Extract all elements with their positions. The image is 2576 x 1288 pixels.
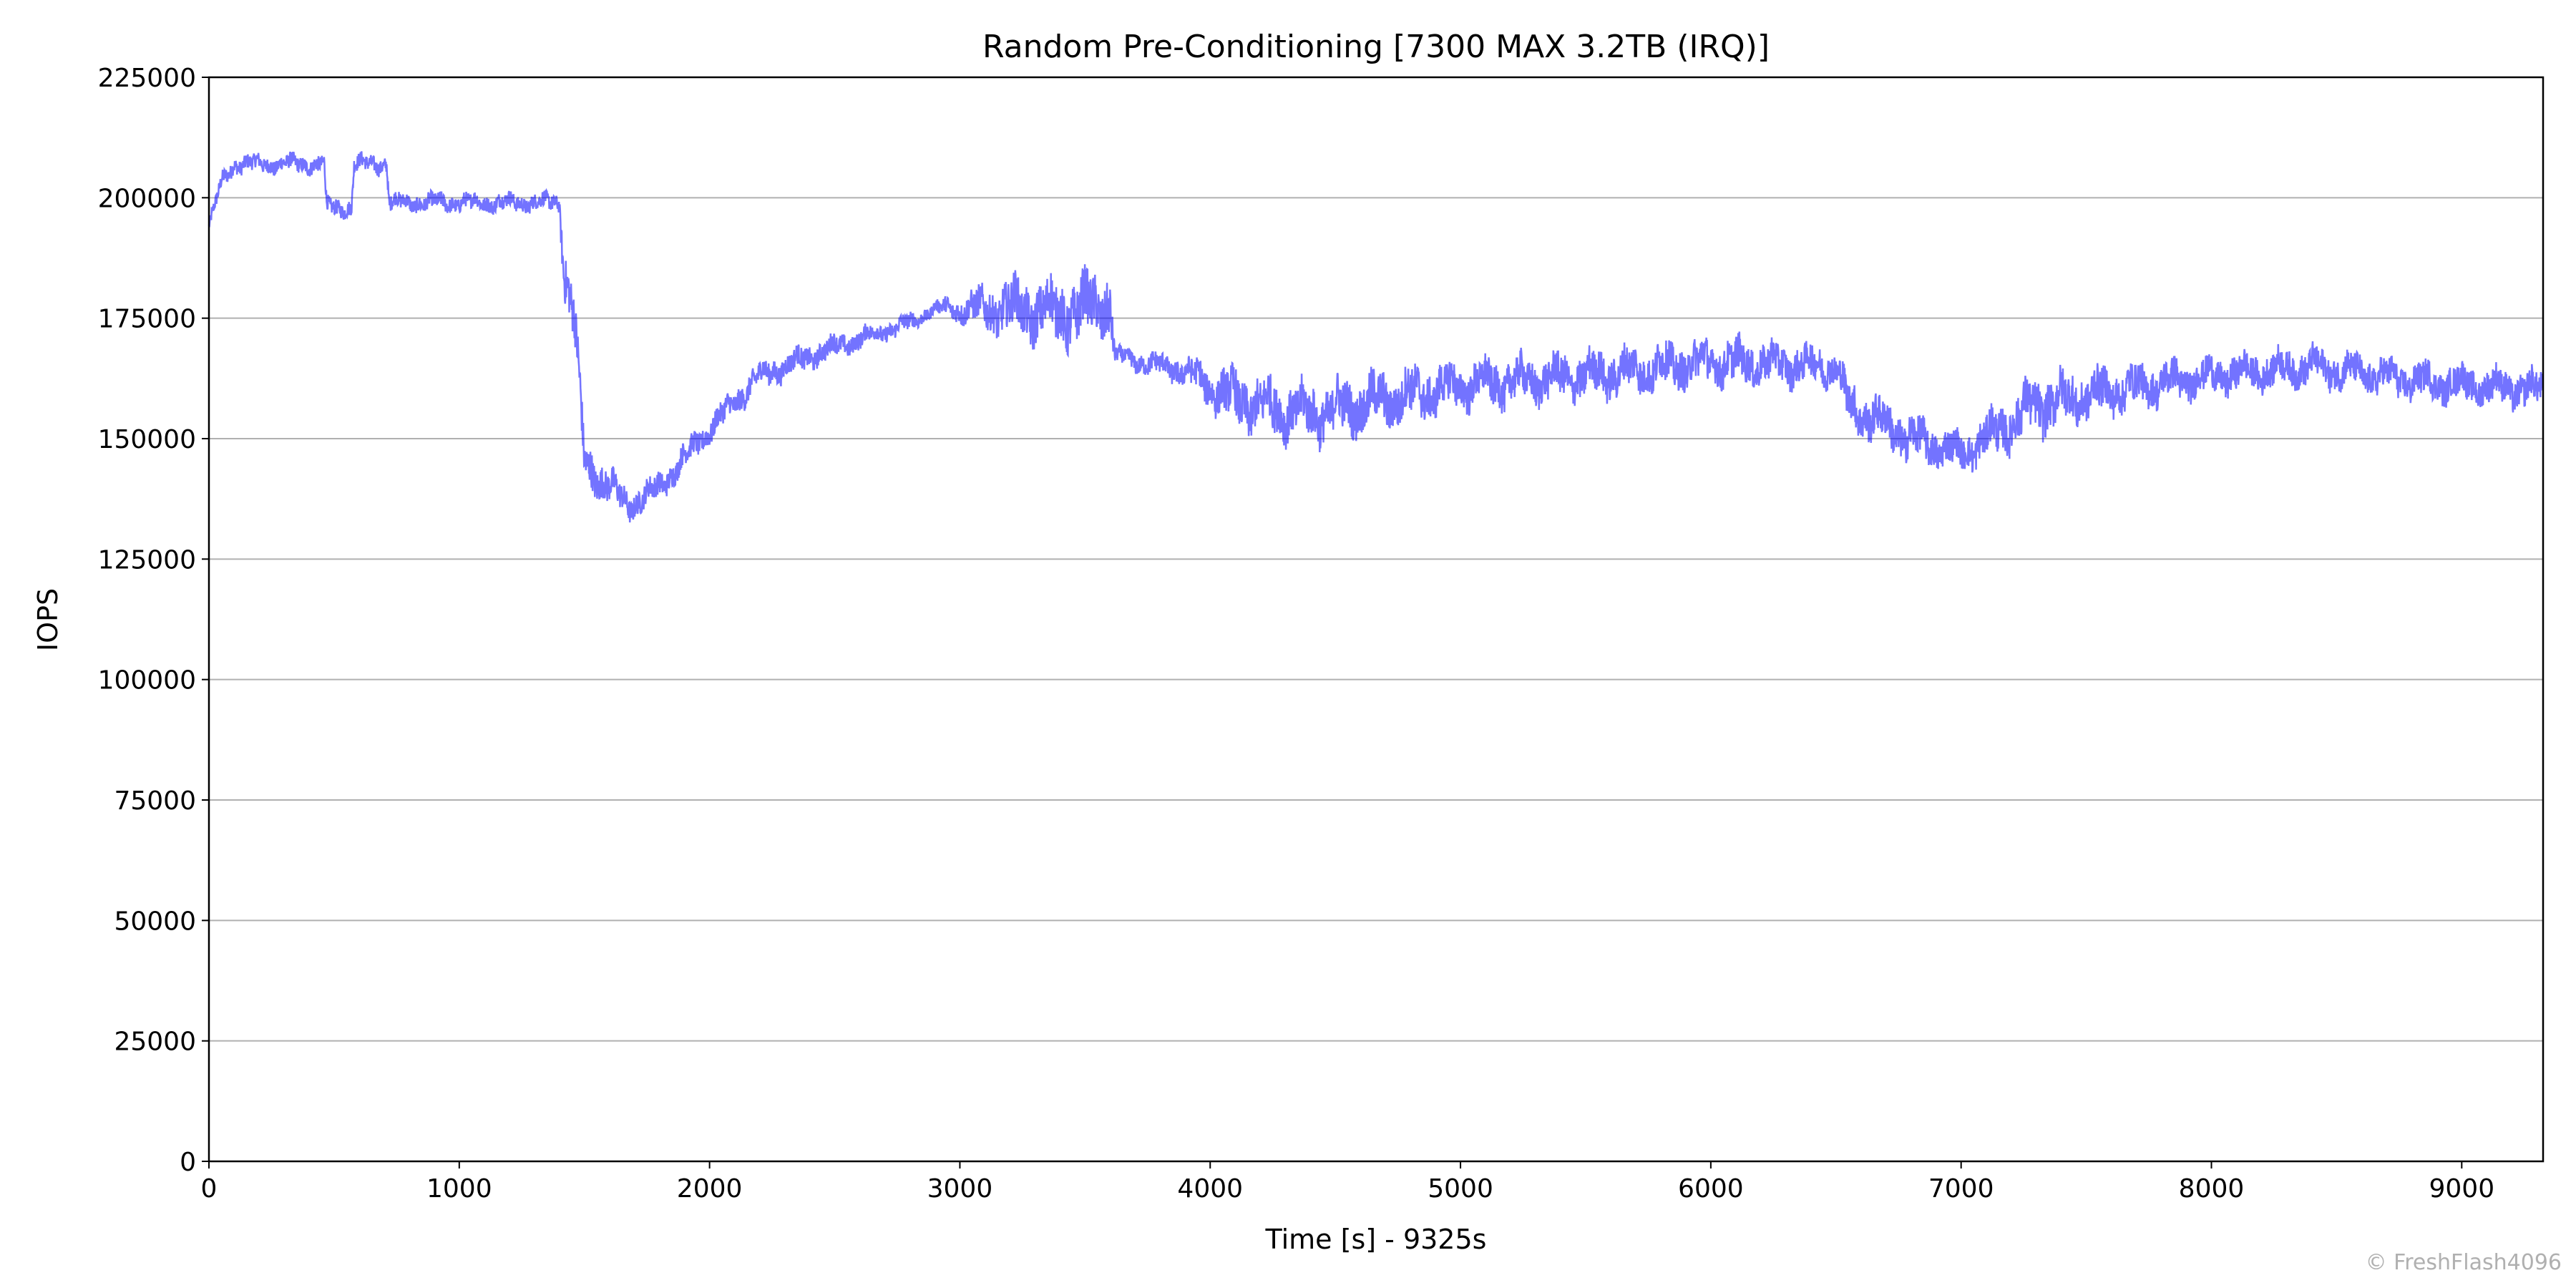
x-tick-label: 8000 [2179,1174,2245,1204]
x-axis-label: Time [s] - 9325s [1265,1224,1487,1255]
y-tick-label: 125000 [98,545,196,575]
y-tick-label: 150000 [98,425,196,454]
x-tick-label: 4000 [1177,1174,1243,1204]
y-tick-label: 25000 [114,1028,196,1057]
y-axis-label: IOPS [32,588,64,651]
x-tick-label: 5000 [1428,1174,1493,1204]
y-tick-label: 175000 [98,305,196,334]
plot-frame [208,76,2545,1163]
y-tick-label: 100000 [98,666,196,696]
x-tick-label: 2000 [677,1174,743,1204]
y-tick-label: 50000 [114,907,196,936]
y-tick-label: 225000 [98,64,196,93]
iops-series-line [208,151,2544,523]
x-tick-label: 1000 [426,1174,492,1204]
x-tick-label: 3000 [927,1174,993,1204]
y-tick-label: 0 [180,1148,196,1177]
x-tick-label: 6000 [1678,1174,1744,1204]
x-tick-label: 0 [201,1174,218,1204]
chart-title: Random Pre-Conditioning [7300 MAX 3.2TB … [982,29,1770,65]
y-tick-label: 200000 [98,184,196,213]
y-tick-label: 75000 [114,786,196,816]
x-tick-label: 9000 [2429,1174,2494,1204]
watermark: © FreshFlash4096 [2365,1250,2562,1275]
x-tick-label: 7000 [1928,1174,1994,1204]
